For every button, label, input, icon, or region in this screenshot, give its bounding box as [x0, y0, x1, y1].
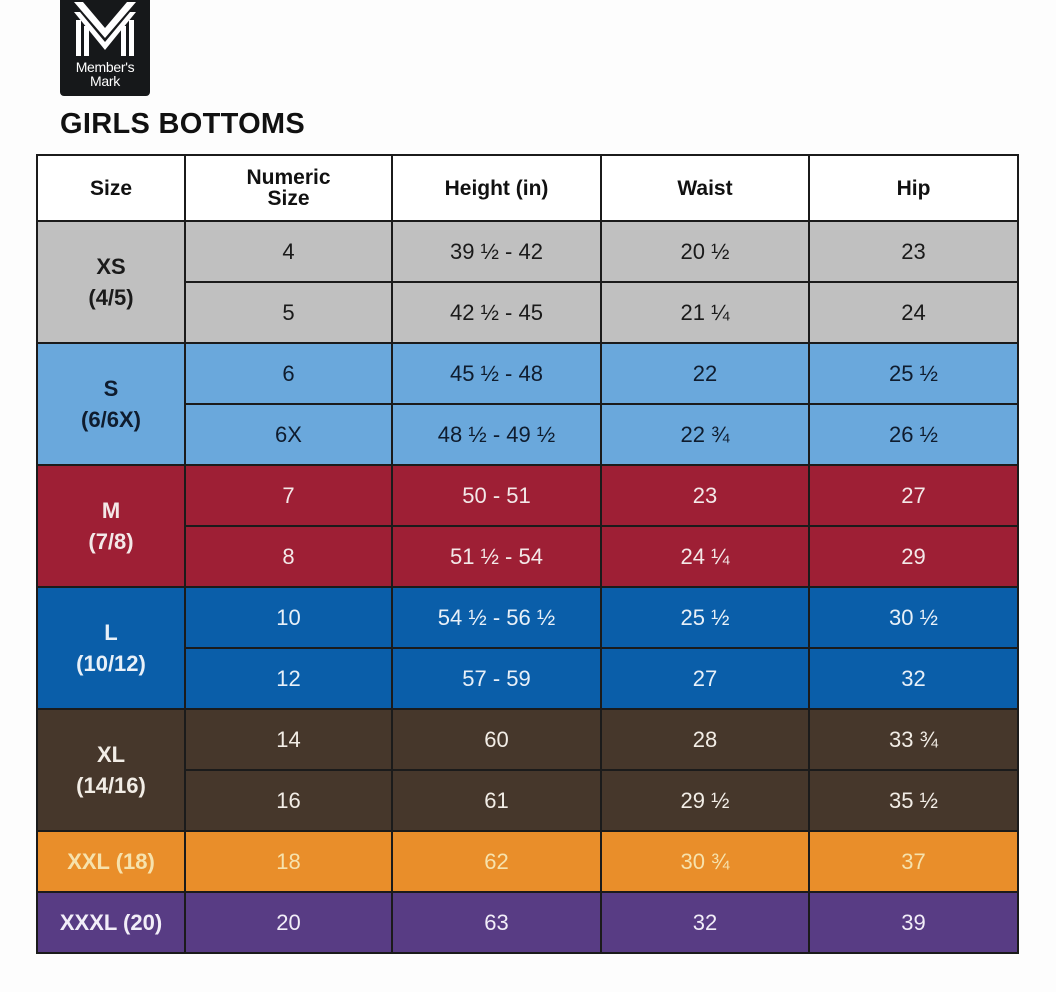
waist-cell: 24 ¼	[600, 525, 810, 588]
logo-brand-text: Member's Mark	[60, 60, 150, 88]
size-letter: L	[104, 620, 118, 645]
waist-cell: 23	[600, 464, 810, 527]
height-cell: 39 ½ - 42	[391, 220, 602, 283]
height-cell: 45 ½ - 48	[391, 342, 602, 405]
waist-cell: 25 ½	[600, 586, 810, 649]
hip-cell: 33 ¾	[808, 708, 1019, 771]
waist-cell: 22	[600, 342, 810, 405]
header-numeric-line1: Numeric	[246, 166, 331, 189]
waist-cell: 20 ½	[600, 220, 810, 283]
numeric-cell: 14	[184, 708, 393, 771]
height-cell: 50 - 51	[391, 464, 602, 527]
hip-cell: 39	[808, 891, 1019, 954]
header-waist: Waist	[600, 154, 810, 222]
hip-cell: 35 ½	[808, 769, 1019, 832]
numeric-cell: 8	[184, 525, 393, 588]
size-letter: XXL (18)	[67, 849, 155, 874]
hip-cell: 29	[808, 525, 1019, 588]
members-mark-m-icon	[74, 2, 136, 56]
table-header-row: Size Numeric Size Height (in) Waist Hip	[36, 154, 1019, 222]
hip-cell: 26 ½	[808, 403, 1019, 466]
size-letter: XL	[96, 742, 126, 767]
size-letter: XS	[96, 254, 126, 279]
table-row: XXL (18) 18 62 30 ¾ 37	[36, 830, 1019, 893]
waist-cell: 21 ¼	[600, 281, 810, 344]
table-row: S (6/6X) 6 45 ½ - 48 22 25 ½	[36, 342, 1019, 466]
height-cell: 61	[391, 769, 602, 832]
numeric-cell: 6X	[184, 403, 393, 466]
table-body: XS (4/5) 4 39 ½ - 42 20 ½ 23 5 42 ½ - 45 21 ¼ 24 S…	[36, 220, 1019, 954]
hip-cell: 37	[808, 830, 1019, 893]
numeric-cell: 20	[184, 891, 393, 954]
table-row: L (10/12) 10 54 ½ - 56 ½ 25 ½ 30 ½	[36, 586, 1019, 710]
height-cell: 62	[391, 830, 602, 893]
height-cell: 57 - 59	[391, 647, 602, 710]
height-cell: 42 ½ - 45	[391, 281, 602, 344]
numeric-cell: 4	[184, 220, 393, 283]
size-chart-table: Size Numeric Size Height (in) Waist Hip …	[36, 154, 1019, 954]
table-row: 12 57 - 59 27 32	[37, 647, 1019, 710]
waist-cell: 32	[600, 891, 810, 954]
table-row: XL (14/16) 14 60 28 33 ¾	[36, 708, 1019, 832]
size-label-cell: XXL (18)	[36, 830, 186, 893]
header-size: Size	[36, 154, 186, 222]
numeric-cell: 10	[184, 586, 393, 649]
size-label-cell: XL (14/16)	[36, 708, 186, 832]
table-row: M (7/8) 7 50 - 51 23 27	[36, 464, 1019, 588]
header-height: Height (in)	[391, 154, 602, 222]
height-cell: 48 ½ - 49 ½	[391, 403, 602, 466]
size-range: (6/6X)	[81, 407, 141, 432]
logo-brand-line1: Member's	[75, 59, 135, 75]
hip-cell: 23	[808, 220, 1019, 283]
table-row: 6X 48 ½ - 49 ½ 22 ¾ 26 ½	[37, 403, 1019, 466]
header-numeric-line2: Size	[267, 187, 310, 210]
size-label-cell: S (6/6X)	[36, 342, 186, 466]
numeric-cell: 5	[184, 281, 393, 344]
table-row: XS (4/5) 4 39 ½ - 42 20 ½ 23	[36, 220, 1019, 344]
table-row: XXXL (20) 20 63 32 39	[36, 891, 1019, 954]
waist-cell: 28	[600, 708, 810, 771]
size-range: (14/16)	[76, 773, 146, 798]
numeric-cell: 7	[184, 464, 393, 527]
table-row: 8 51 ½ - 54 24 ¼ 29	[37, 525, 1019, 588]
waist-cell: 30 ¾	[600, 830, 810, 893]
size-range: (7/8)	[88, 529, 134, 554]
logo-brand-line2: Mark	[90, 73, 120, 89]
hip-cell: 24	[808, 281, 1019, 344]
hip-cell: 25 ½	[808, 342, 1019, 405]
numeric-cell: 6	[184, 342, 393, 405]
header-hip: Hip	[808, 154, 1019, 222]
numeric-cell: 16	[184, 769, 393, 832]
page-title: GIRLS BOTTOMS	[60, 108, 306, 140]
size-label-cell: XXXL (20)	[36, 891, 186, 954]
hip-cell: 32	[808, 647, 1019, 710]
numeric-cell: 18	[184, 830, 393, 893]
waist-cell: 27	[600, 647, 810, 710]
waist-cell: 22 ¾	[600, 403, 810, 466]
table-row: 5 42 ½ - 45 21 ¼ 24	[37, 281, 1019, 344]
members-mark-logo: Member's Mark	[60, 0, 150, 96]
size-range: (10/12)	[76, 651, 146, 676]
header-numeric-size: Numeric Size	[184, 154, 393, 222]
size-range: (4/5)	[88, 285, 134, 310]
height-cell: 60	[391, 708, 602, 771]
hip-cell: 30 ½	[808, 586, 1019, 649]
table-row: 16 61 29 ½ 35 ½	[37, 769, 1019, 832]
height-cell: 54 ½ - 56 ½	[391, 586, 602, 649]
size-label-cell: M (7/8)	[36, 464, 186, 588]
numeric-cell: 12	[184, 647, 393, 710]
height-cell: 63	[391, 891, 602, 954]
hip-cell: 27	[808, 464, 1019, 527]
size-letter: S	[103, 376, 119, 401]
waist-cell: 29 ½	[600, 769, 810, 832]
size-letter: M	[101, 498, 121, 523]
height-cell: 51 ½ - 54	[391, 525, 602, 588]
size-label-cell: L (10/12)	[36, 586, 186, 710]
size-letter: XXXL (20)	[59, 910, 163, 935]
size-label-cell: XS (4/5)	[36, 220, 186, 344]
